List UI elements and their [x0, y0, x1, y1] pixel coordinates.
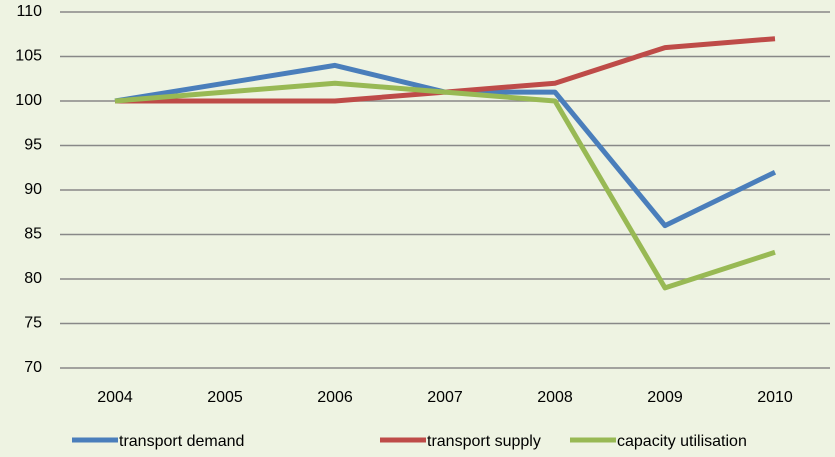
data-line [114, 80, 776, 291]
y-tick-label: 100 [15, 92, 42, 109]
y-tick-label: 90 [24, 181, 42, 198]
x-tick-label: 2004 [97, 389, 133, 406]
legend-label: capacity utilisation [617, 433, 747, 450]
y-tick-label: 75 [24, 315, 42, 332]
x-tick-label: 2005 [207, 389, 243, 406]
y-tick-label: 105 [15, 48, 42, 65]
x-tick-label: 2009 [647, 389, 683, 406]
y-tick-label: 80 [24, 270, 42, 287]
y-tick-label: 95 [24, 137, 42, 154]
y-tick-label: 110 [16, 3, 42, 20]
x-tick-label: 2010 [757, 389, 793, 406]
legend-label: transport supply [427, 433, 541, 450]
y-tick-label: 70 [24, 359, 42, 376]
legend-label: transport demand [119, 433, 244, 450]
y-tick-label: 85 [24, 226, 42, 243]
x-tick-label: 2007 [427, 389, 463, 406]
x-tick-label: 2008 [537, 389, 573, 406]
x-tick-label: 2006 [317, 389, 353, 406]
